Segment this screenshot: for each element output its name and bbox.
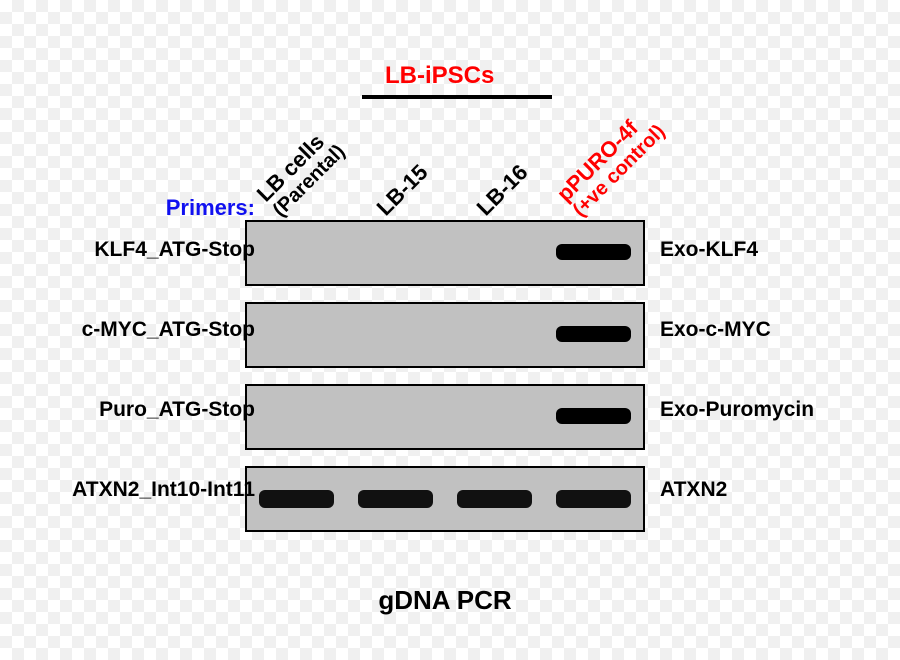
- band: [556, 408, 631, 424]
- lane-3: [445, 304, 544, 366]
- band: [457, 490, 532, 508]
- lane-2: [346, 304, 445, 366]
- band: [556, 490, 631, 508]
- col-header-lb16: LB-16: [472, 159, 534, 221]
- primer-label-puro: Puro_ATG-Stop: [45, 398, 255, 422]
- lane-1: [247, 304, 346, 366]
- lane-2: [346, 468, 445, 530]
- primer-label-atxn2: ATXN2_Int10-Int11: [45, 478, 255, 502]
- col-header-line1: LB-15: [372, 159, 433, 220]
- product-label-atxn2: ATXN2: [660, 478, 860, 502]
- gel-row-cmyc: [245, 302, 645, 368]
- col-header-lb15: LB-15: [372, 159, 434, 221]
- gel-row-klf4: [245, 220, 645, 286]
- band: [259, 490, 334, 508]
- lane-1: [247, 386, 346, 448]
- primer-label-cmyc: c-MYC_ATG-Stop: [45, 318, 255, 342]
- lane-4: [544, 304, 643, 366]
- primer-label-klf4: KLF4_ATG-Stop: [45, 238, 255, 262]
- lane-4: [544, 386, 643, 448]
- col-header-line1: LB-16: [472, 159, 533, 220]
- product-label-cmyc: Exo-c-MYC: [660, 318, 860, 342]
- lane-4: [544, 468, 643, 530]
- lane-3: [445, 386, 544, 448]
- col-header-lb-cells: LB cells (Parental): [252, 124, 350, 222]
- lane-2: [346, 222, 445, 284]
- lane-3: [445, 468, 544, 530]
- lane-1: [247, 222, 346, 284]
- gel-row-atxn2: [245, 466, 645, 532]
- band: [556, 244, 631, 260]
- lane-2: [346, 386, 445, 448]
- band: [358, 490, 433, 508]
- figure-bottom-title: gDNA PCR: [265, 585, 625, 616]
- product-label-klf4: Exo-KLF4: [660, 238, 860, 262]
- primers-heading: Primers:: [45, 195, 255, 221]
- gel-row-puro: [245, 384, 645, 450]
- group-bracket-line: [362, 95, 552, 99]
- col-header-ppuro: pPURO-4f (+ve control): [552, 104, 670, 222]
- pcr-figure: Primers: LB cells (Parental) LB-15 LB-16…: [40, 20, 860, 640]
- product-label-puro: Exo-Puromycin: [660, 398, 860, 422]
- group-label-lbipsc: LB-iPSCs: [385, 62, 494, 90]
- lane-3: [445, 222, 544, 284]
- lane-4: [544, 222, 643, 284]
- band: [556, 326, 631, 342]
- gel-area: [245, 220, 645, 548]
- lane-1: [247, 468, 346, 530]
